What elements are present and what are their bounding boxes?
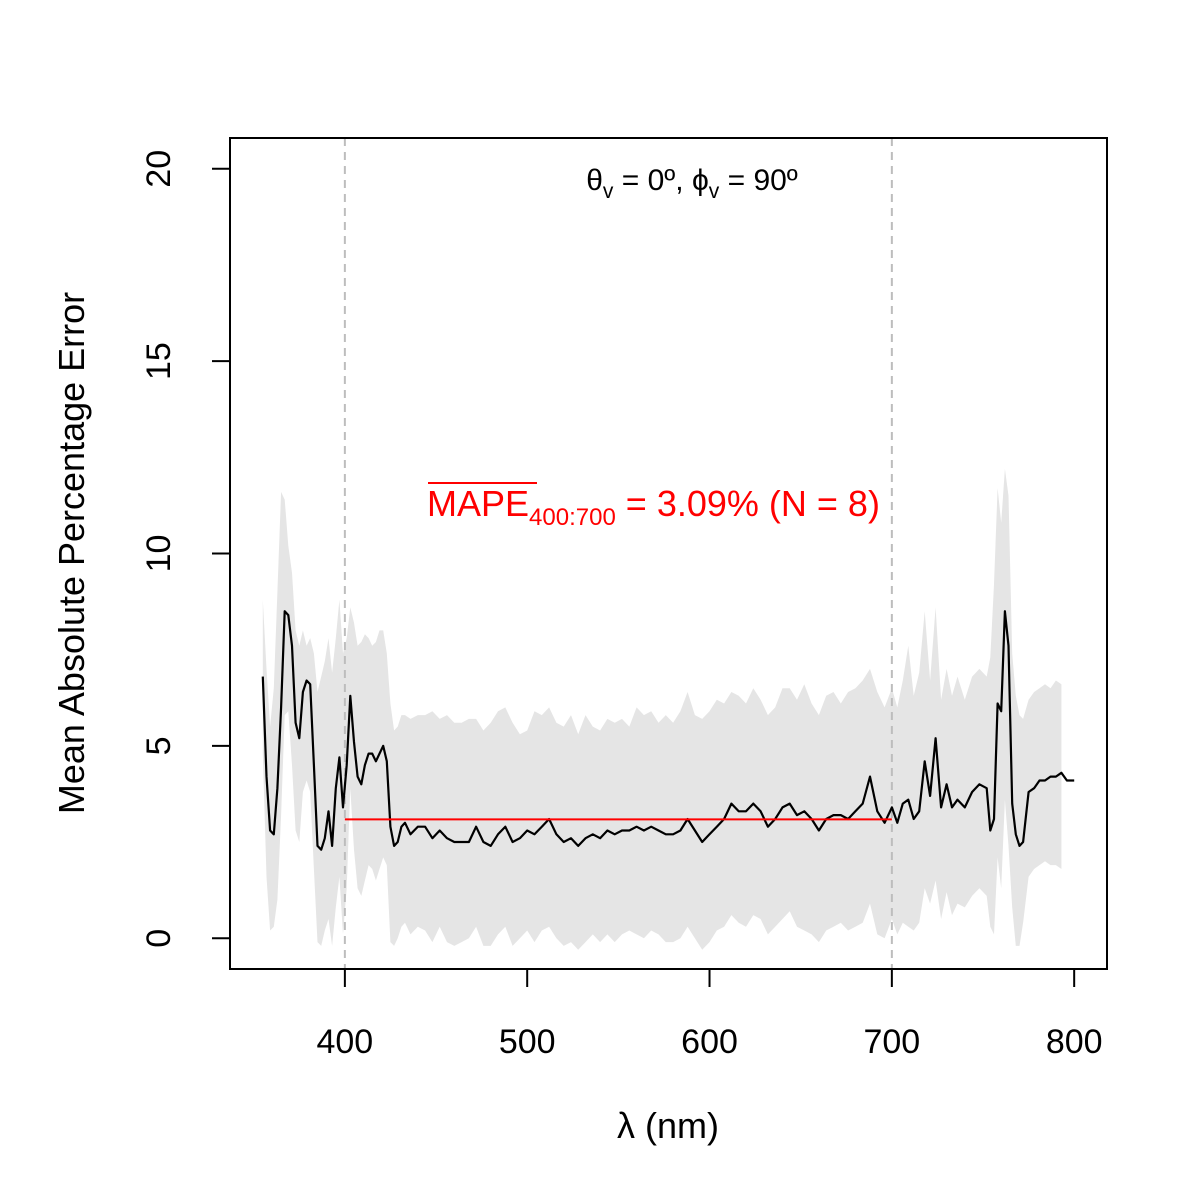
- x-tick-label-500: 500: [499, 1023, 556, 1061]
- y-axis-title: Mean Absolute Percentage Error: [51, 292, 92, 814]
- phi-symbol: ϕ: [692, 164, 709, 197]
- y-tick-label-20: 20: [140, 150, 178, 188]
- mape-label-sub: 400:700: [529, 504, 616, 531]
- x-tick-label-700: 700: [863, 1023, 920, 1061]
- x-tick-label-600: 600: [681, 1023, 738, 1061]
- y-tick-label-0: 0: [140, 929, 178, 948]
- x-tick-label-400: 400: [316, 1023, 373, 1061]
- view-angle-annotation: θv = 0º, ϕv = 90º: [586, 164, 798, 203]
- x-tick-label-800: 800: [1046, 1023, 1103, 1061]
- y-tick-label-15: 15: [140, 342, 178, 380]
- reference-lines-layer: [343, 138, 893, 969]
- mape-label: MAPE400:700 = 3.09% (N = 8): [427, 483, 880, 531]
- x-axis-title: λ (nm): [617, 1105, 719, 1146]
- phi-value: = 90º: [719, 164, 798, 197]
- phi-subscript: v: [709, 180, 720, 203]
- error-band: [262, 468, 1062, 950]
- theta-subscript: v: [603, 180, 614, 203]
- series-line: [261, 610, 1075, 851]
- theta-symbol: θ: [586, 164, 603, 197]
- y-tick-label-5: 5: [140, 736, 178, 755]
- mape-label-main: MAPE: [427, 483, 529, 524]
- theta-value: = 0º,: [613, 164, 692, 197]
- y-axis: 0 5 10 15 20: [140, 150, 231, 948]
- mape-label-rest: = 3.09% (N = 8): [616, 483, 880, 524]
- error-band-layer: [262, 468, 1062, 950]
- y-tick-label-10: 10: [140, 535, 178, 573]
- x-axis: 400 500 600 700 800: [316, 968, 1103, 1061]
- series-layer: [261, 610, 1075, 851]
